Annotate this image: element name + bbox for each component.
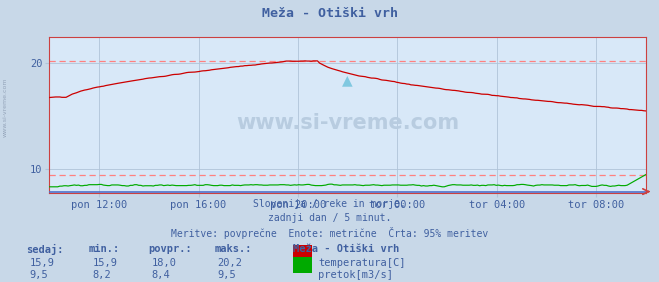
Text: 9,5: 9,5 [30, 270, 48, 280]
Text: min.:: min.: [89, 244, 120, 254]
Text: www.si-vreme.com: www.si-vreme.com [3, 78, 8, 137]
Text: 8,2: 8,2 [92, 270, 111, 280]
Text: Slovenija / reke in morje.: Slovenija / reke in morje. [253, 199, 406, 209]
Text: 9,5: 9,5 [217, 270, 236, 280]
Text: ▲: ▲ [342, 74, 353, 87]
Text: Meritve: povprečne  Enote: metrične  Črta: 95% meritev: Meritve: povprečne Enote: metrične Črta:… [171, 227, 488, 239]
Text: zadnji dan / 5 minut.: zadnji dan / 5 minut. [268, 213, 391, 223]
Text: www.si-vreme.com: www.si-vreme.com [236, 113, 459, 133]
Text: 15,9: 15,9 [92, 258, 117, 268]
Text: temperatura[C]: temperatura[C] [318, 258, 406, 268]
Text: maks.:: maks.: [214, 244, 252, 254]
Text: pretok[m3/s]: pretok[m3/s] [318, 270, 393, 280]
Text: 8,4: 8,4 [152, 270, 170, 280]
Text: povpr.:: povpr.: [148, 244, 192, 254]
Text: 18,0: 18,0 [152, 258, 177, 268]
Text: 15,9: 15,9 [30, 258, 55, 268]
Text: Meža - Otiški vrh: Meža - Otiški vrh [262, 7, 397, 20]
Text: Meža - Otiški vrh: Meža - Otiški vrh [293, 244, 399, 254]
Text: sedaj:: sedaj: [26, 244, 64, 255]
Text: 20,2: 20,2 [217, 258, 243, 268]
